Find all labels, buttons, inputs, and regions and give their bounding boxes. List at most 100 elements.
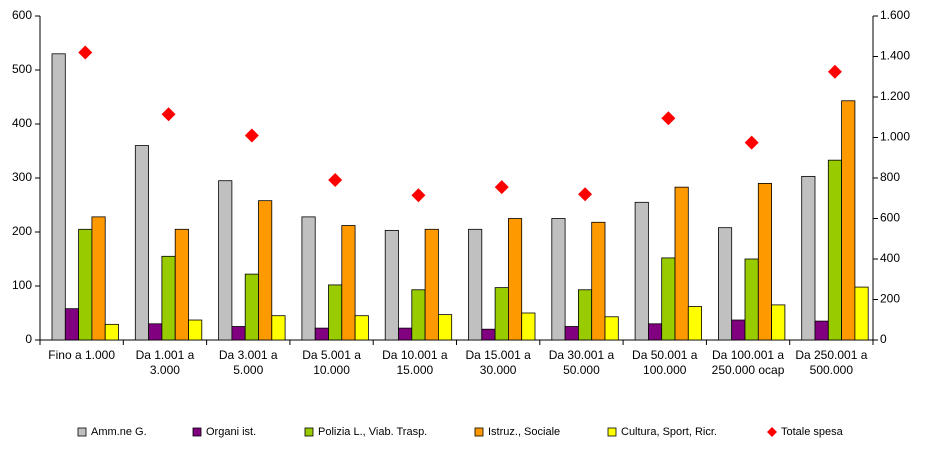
- diamond-marker: [244, 128, 259, 143]
- bar: [757, 182, 772, 341]
- y2-tick-label: 1.600: [880, 8, 910, 22]
- bar: [661, 257, 676, 341]
- legend-label: Totale spesa: [781, 426, 844, 438]
- legend-label: Cultura, Sport, Ricr.: [621, 426, 717, 438]
- bar: [521, 312, 536, 341]
- bar: [827, 159, 842, 341]
- bar: [104, 323, 119, 341]
- bar: [801, 175, 816, 341]
- diamond-marker: [78, 45, 93, 60]
- bar: [314, 327, 329, 341]
- legend-marker: [192, 427, 202, 437]
- legend-marker: [304, 427, 314, 437]
- legend-marker: [474, 427, 484, 437]
- diamond-marker: [161, 107, 176, 122]
- legend-marker: [77, 427, 87, 437]
- bar: [814, 320, 829, 341]
- bar: [354, 315, 369, 341]
- y2-tick-label: 1.200: [880, 89, 910, 103]
- bar: [341, 225, 356, 341]
- bar: [218, 180, 233, 341]
- x-tick-label: Da 50.001 a 100.000: [632, 348, 698, 377]
- bar: [91, 216, 106, 341]
- bar: [634, 201, 649, 341]
- x-tick-label: Da 3.001 a 5.000: [218, 348, 278, 377]
- bar: [468, 228, 483, 341]
- legend-label: Organi ist.: [206, 426, 256, 438]
- bar: [384, 229, 399, 341]
- bar: [854, 286, 869, 341]
- diamond-marker: [744, 135, 759, 150]
- diamond-marker: [578, 187, 593, 202]
- y-tick-label: 300: [12, 170, 32, 184]
- bar: [481, 328, 496, 341]
- diamond-marker: [411, 188, 426, 203]
- legend-label: Amm.ne G.: [91, 426, 147, 438]
- bar: [188, 319, 203, 341]
- bar: [841, 100, 856, 341]
- bar: [648, 323, 663, 341]
- bar: [718, 227, 733, 341]
- x-tick-label: Da 5.001 a 10.000: [302, 348, 361, 377]
- x-tick-label: Da 30.001 a 50.000: [548, 348, 615, 377]
- legend-marker: [767, 427, 777, 437]
- y-tick-label: 200: [12, 224, 32, 238]
- y-tick-label: 600: [12, 8, 32, 22]
- legend-label: Polizia L., Viab. Trasp.: [318, 426, 427, 438]
- x-tick-label: Da 10.001 a 15.000: [382, 348, 448, 377]
- x-tick-label: Da 1.001 a 3.000: [135, 348, 195, 377]
- y2-tick-label: 1.000: [880, 130, 910, 144]
- bar: [51, 53, 66, 341]
- diamond-marker: [827, 64, 842, 79]
- diamond-marker: [661, 111, 676, 126]
- bar: [591, 221, 606, 341]
- bar: [231, 326, 246, 341]
- bar: [411, 289, 426, 341]
- bar: [494, 287, 509, 341]
- bar: [271, 315, 286, 341]
- bar: [687, 306, 702, 341]
- bar: [424, 228, 439, 341]
- bar: [731, 319, 746, 341]
- bar: [258, 200, 273, 341]
- y2-tick-label: 600: [880, 211, 900, 225]
- legend-marker: [607, 427, 617, 437]
- y-tick-label: 400: [12, 116, 32, 130]
- diamond-marker: [494, 180, 509, 195]
- bar: [507, 218, 523, 341]
- bar: [148, 323, 163, 341]
- bar: [551, 218, 566, 341]
- y-tick-label: 500: [12, 62, 32, 76]
- legend-label: Istruz., Sociale: [488, 426, 560, 438]
- y2-tick-label: 200: [880, 292, 900, 306]
- bar: [578, 289, 593, 341]
- y-tick-label: 0: [25, 332, 32, 346]
- x-tick-label: Da 15.001 a 30.000: [465, 348, 531, 377]
- x-tick-label: Da 100.001 a 250.000 ocap: [711, 348, 785, 377]
- bar: [134, 145, 150, 341]
- bar: [674, 186, 689, 341]
- bar: [771, 304, 786, 341]
- x-tick-label: Da 250.001 a 500.000: [795, 348, 868, 377]
- diamond-marker: [328, 173, 343, 188]
- bar: [64, 308, 80, 341]
- bar: [564, 326, 579, 341]
- bar: [398, 327, 413, 341]
- bar: [604, 316, 619, 341]
- y2-tick-label: 400: [880, 251, 900, 265]
- bar: [174, 228, 189, 341]
- bar: [301, 216, 316, 341]
- y2-tick-label: 800: [880, 170, 900, 184]
- bar: [244, 273, 259, 341]
- bar: [328, 284, 343, 341]
- bar: [437, 314, 453, 341]
- x-tick-label: Fino a 1.000: [48, 348, 115, 362]
- bar: [744, 258, 759, 341]
- y2-tick-label: 1.400: [880, 49, 910, 63]
- bar: [161, 255, 176, 341]
- y-tick-label: 100: [12, 278, 32, 292]
- y2-tick-label: 0: [880, 332, 887, 346]
- bar: [78, 228, 93, 341]
